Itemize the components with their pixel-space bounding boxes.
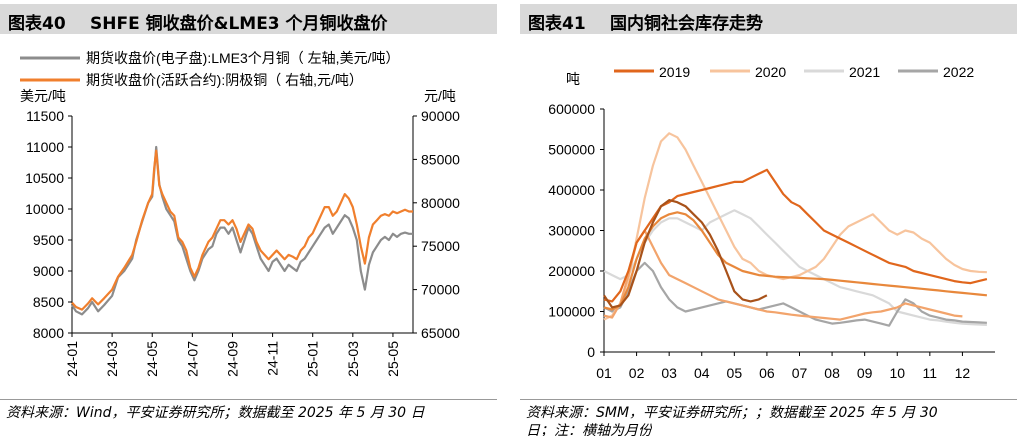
right-y-tick-label: 80000 xyxy=(421,195,460,211)
right-y-tick-label: 85000 xyxy=(421,151,460,167)
left-chart-panel: 图表40 SHFE 铜收盘价&LME3 个月铜收盘价 8000 8500 9000 9… xyxy=(0,0,497,438)
series-line-shfe xyxy=(71,149,413,311)
x-tick-label: 01 xyxy=(596,365,612,381)
legend-label-shfe: 期货收盘价(活跃合约):阴极铜（ 右轴,元/吨） xyxy=(86,72,363,88)
x-tick-label: 06 xyxy=(759,365,775,381)
left-chart-svg: 8000 8500 9000 9500 10000 10500 11000 11500 6500… xyxy=(20,50,460,377)
y-tick-label: 300000 xyxy=(548,223,595,239)
left-y-tick-label: 11000 xyxy=(26,139,64,155)
x-tick-label: 08 xyxy=(824,365,840,381)
legend-label-2021: 2021 xyxy=(849,64,880,80)
series-line-2025 xyxy=(603,199,768,309)
x-tick-label: 25-01 xyxy=(305,341,321,377)
left-title-bar: 图表40 SHFE 铜收盘价&LME3 个月铜收盘价 xyxy=(0,4,497,34)
right-y-tick-label: 70000 xyxy=(421,282,460,298)
legend-label-lme: 期货收盘价(电子盘):LME3个月铜（ 左轴,美元/吨） xyxy=(86,50,399,66)
x-tick-label: 09 xyxy=(857,365,873,381)
left-y-tick-label: 8500 xyxy=(33,294,64,310)
y-tick-label: 0 xyxy=(587,344,595,360)
right-y-tick-label: 90000 xyxy=(421,108,460,124)
y-axis-unit: 吨 xyxy=(566,71,580,87)
right-chart-panel: 图表41 国内铜社会库存走势 0 100000 200000 300000 400000… xyxy=(520,0,1017,438)
series-line-2023 xyxy=(603,229,963,321)
right-source-note-1: 资料来源：SMM，平安证券研究所；；数据截至 2025 年 5 月 30 xyxy=(526,405,938,421)
y-tick-label: 400000 xyxy=(548,182,595,198)
x-tick-label: 02 xyxy=(629,365,645,381)
right-y-tick-label: 65000 xyxy=(421,325,460,341)
x-tick-label: 24-01 xyxy=(64,341,80,377)
x-tick-label: 07 xyxy=(792,365,808,381)
legend-label-2019: 2019 xyxy=(659,64,690,80)
x-tick-label: 05 xyxy=(727,365,743,381)
left-title-number: 图表40 xyxy=(8,14,66,34)
right-source-note-2: 日；注：横轴为月份 xyxy=(526,423,652,436)
y-tick-label: 500000 xyxy=(548,142,595,158)
x-tick-label: 24-05 xyxy=(144,341,160,377)
right-axis-unit: 元/吨 xyxy=(424,88,456,104)
right-y-tick-label: 75000 xyxy=(421,238,460,254)
right-title-bar: 图表41 国内铜社会库存走势 xyxy=(520,4,1017,34)
y-tick-label: 100000 xyxy=(548,304,595,320)
right-title-text: 国内铜社会库存走势 xyxy=(610,14,763,34)
legend-label-2020: 2020 xyxy=(755,64,786,80)
right-title-number: 图表41 xyxy=(528,14,586,34)
x-tick-label: 10 xyxy=(889,365,905,381)
x-tick-label: 04 xyxy=(694,365,710,381)
x-tick-label: 25-05 xyxy=(385,341,401,377)
series-line-2024 xyxy=(603,211,988,311)
left-bottom-divider xyxy=(0,399,497,400)
legend-label-2022: 2022 xyxy=(943,64,974,80)
x-tick-label: 24-11 xyxy=(265,341,281,376)
series-line-lme xyxy=(71,145,413,316)
left-y-tick-label: 8000 xyxy=(33,325,64,341)
left-y-tick-label: 9500 xyxy=(33,232,64,248)
series-line-2019 xyxy=(603,168,988,303)
y-tick-label: 600000 xyxy=(548,101,595,117)
x-tick-label: 24-07 xyxy=(184,341,200,377)
left-y-tick-label: 11500 xyxy=(26,108,64,124)
x-tick-label: 25-03 xyxy=(345,341,361,377)
left-title-text: SHFE 铜收盘价&LME3 个月铜收盘价 xyxy=(90,14,388,34)
left-source-note: 资料来源：Wind，平安证券研究所；数据截至 2025 年 5 月 30 日 xyxy=(6,405,425,421)
series-line-2022 xyxy=(603,261,987,327)
right-bottom-divider xyxy=(520,399,1017,400)
right-chart-svg: 0 100000 200000 300000 400000 500000 600000 01 0… xyxy=(548,64,995,381)
left-y-tick-label: 9000 xyxy=(33,263,64,279)
x-tick-label: 24-09 xyxy=(224,341,240,377)
x-tick-label: 03 xyxy=(661,365,677,381)
series-line-2021 xyxy=(603,209,987,326)
x-tick-label: 12 xyxy=(955,365,971,381)
x-tick-label: 24-03 xyxy=(104,341,120,377)
series-line-2020 xyxy=(603,132,987,321)
left-y-tick-label: 10000 xyxy=(25,201,64,217)
x-tick-label: 11 xyxy=(923,365,938,381)
y-tick-label: 200000 xyxy=(548,263,595,279)
left-axis-unit: 美元/吨 xyxy=(20,88,66,104)
left-y-tick-label: 10500 xyxy=(25,170,64,186)
